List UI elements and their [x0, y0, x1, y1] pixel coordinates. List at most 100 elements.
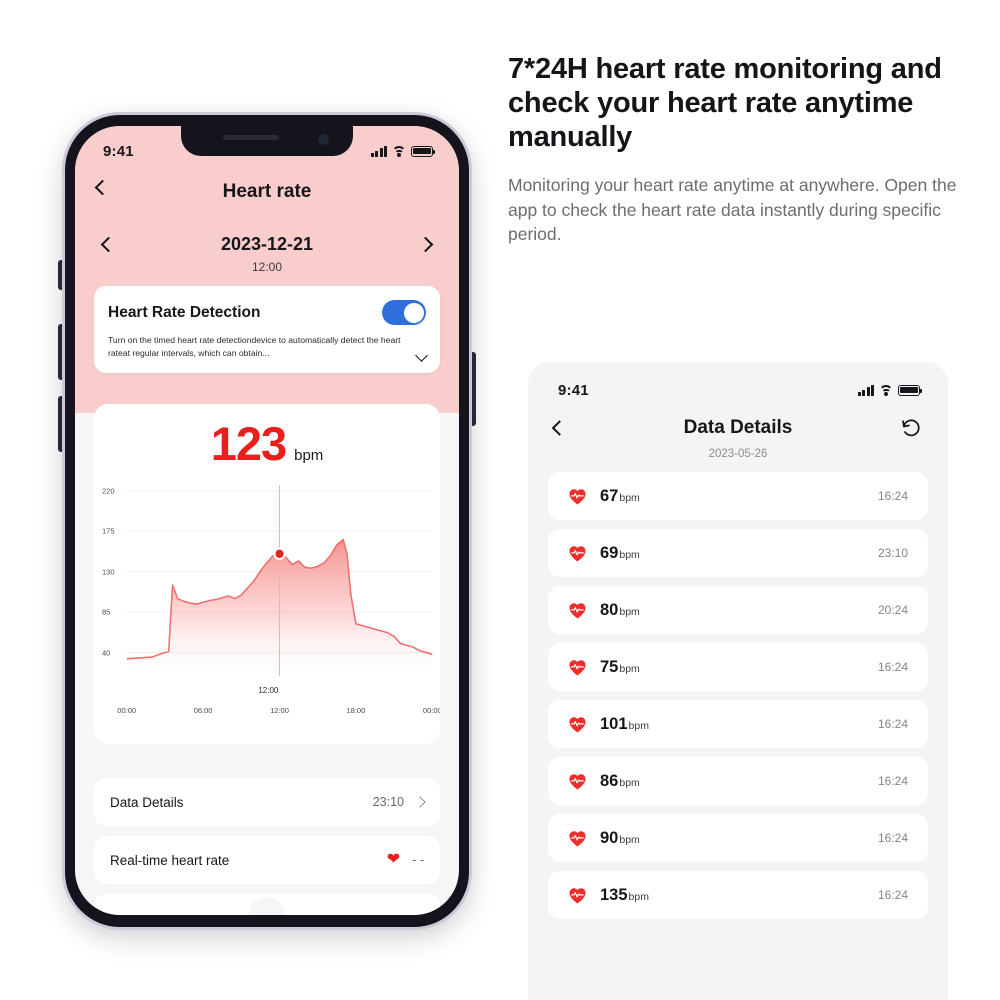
record-left: 75bpm: [568, 658, 640, 677]
chart-y-tick: 40: [102, 648, 111, 658]
record-row[interactable]: 90bpm 16:24: [548, 814, 928, 862]
status-bar-time: 9:41: [103, 142, 134, 160]
chart-x-tick: 00:00: [422, 706, 440, 715]
page-title: Heart rate: [222, 181, 312, 202]
status-bar: 9:41: [528, 362, 948, 406]
chevron-left-icon: [94, 179, 111, 196]
record-time: 16:24: [877, 660, 908, 674]
record-left: 69bpm: [568, 544, 640, 563]
chart-y-tick: 85: [102, 607, 111, 617]
detection-description: Turn on the timed heart rate detectionde…: [108, 334, 428, 362]
detection-toggle[interactable]: [382, 300, 426, 325]
details-title: Data Details: [683, 417, 793, 438]
record-time: 16:24: [877, 489, 908, 503]
back-button[interactable]: [551, 420, 568, 436]
chart-y-tick: 130: [102, 567, 115, 577]
record-left: 67bpm: [568, 487, 640, 506]
chart-marker-time: 12:00: [258, 686, 279, 695]
heart-rate-icon: [569, 602, 586, 618]
cellular-bars-icon: [371, 145, 387, 157]
record-row[interactable]: 69bpm 23:10: [548, 529, 928, 577]
refresh-history-button[interactable]: [900, 417, 922, 439]
chevron-left-icon: [551, 420, 568, 436]
marketing-headline: 7*24H heart rate monitoring and check yo…: [508, 53, 942, 154]
status-bar: 9:41: [75, 126, 459, 168]
data-details-row[interactable]: Data Details 23:10: [94, 778, 440, 826]
chevron-right-icon: [414, 796, 426, 808]
record-left: 80bpm: [568, 601, 640, 620]
heart-rate-icon: [569, 830, 586, 846]
heart-rate-icon: [569, 545, 586, 561]
record-unit: bpm: [628, 719, 649, 732]
volume-down-button[interactable]: [58, 396, 62, 452]
heart-rate-icon: [569, 773, 586, 789]
heart-rate-chart[interactable]: 40 85 130 175 220 00:00 06:00 12:00 18:00 00:00 …: [94, 477, 440, 717]
realtime-heart-rate-row[interactable]: Real-time heart rate ❤ - -: [94, 836, 440, 884]
chart-marker-dot: [273, 547, 286, 561]
wifi-icon: [392, 145, 406, 157]
record-row[interactable]: 86bpm 16:24: [548, 757, 928, 805]
record-bpm: 69bpm: [600, 543, 640, 562]
records-list: 67bpm 16:24 69bpm 23:10 80bpm 20:24 75bpm 16:24…: [528, 472, 948, 919]
phone-screen: 9:41 Heart rate 2023-12-21: [75, 126, 459, 915]
wifi-icon: [879, 384, 893, 396]
record-time: 16:24: [877, 888, 908, 902]
chart-x-tick: 00:00: [117, 706, 137, 715]
record-time: 16:24: [877, 774, 908, 788]
record-bpm: 67bpm: [600, 486, 640, 505]
record-time: 16:24: [877, 717, 908, 731]
phone-mockup: 9:41 Heart rate 2023-12-21: [58, 112, 476, 930]
chart-x-tick: 06:00: [193, 706, 213, 715]
record-left: 90bpm: [568, 829, 640, 848]
record-bpm: 86bpm: [600, 771, 640, 790]
chart-x-tick: 12:00: [270, 706, 289, 715]
record-time: 20:24: [877, 603, 908, 617]
record-unit: bpm: [619, 548, 640, 561]
record-bpm: 90bpm: [600, 828, 640, 847]
record-row[interactable]: 135bpm 16:24: [548, 871, 928, 919]
record-unit: bpm: [619, 833, 640, 846]
heart-rate-icon: [569, 716, 586, 732]
record-row[interactable]: 80bpm 20:24: [548, 586, 928, 634]
record-row[interactable]: 101bpm 16:24: [548, 700, 928, 748]
chevron-down-icon[interactable]: [415, 348, 428, 362]
bpm-value: 123: [210, 417, 287, 470]
heart-rate-icon: [569, 488, 586, 504]
cellular-bars-icon: [858, 384, 874, 396]
record-row[interactable]: 67bpm 16:24: [548, 472, 928, 520]
detection-card-header: Heart Rate Detection: [108, 300, 426, 325]
detection-description-text: Turn on the timed heart rate detectionde…: [108, 335, 401, 359]
silent-switch[interactable]: [58, 260, 62, 290]
heart-rate-icon: [569, 659, 586, 675]
marketing-subcopy: Monitoring your heart rate anytime at an…: [508, 174, 957, 245]
record-bpm: 75bpm: [600, 657, 640, 676]
record-row[interactable]: 75bpm 16:24: [548, 643, 928, 691]
status-bar-icons: [858, 384, 923, 396]
back-button[interactable]: [94, 179, 117, 202]
selected-time: 12:00: [251, 260, 283, 274]
home-indicator-circle: [249, 897, 285, 915]
heart-rate-detection-card: Heart Rate Detection Turn on the timed h…: [94, 286, 440, 373]
next-day-button[interactable]: [417, 236, 434, 252]
heart-icon: ❤: [386, 851, 401, 868]
phone-notch: [181, 126, 353, 156]
record-left: 135bpm: [568, 886, 649, 905]
record-unit: bpm: [628, 890, 649, 903]
status-bar-time: 9:41: [558, 381, 589, 399]
record-left: 101bpm: [568, 715, 649, 734]
power-button[interactable]: [472, 352, 476, 426]
data-details-time: 23:10: [372, 795, 404, 809]
record-left: 86bpm: [568, 772, 640, 791]
record-unit: bpm: [619, 491, 640, 504]
date-navigator: 2023-12-21: [75, 224, 459, 264]
heart-rate-chart-card: 123 bpm: [94, 404, 440, 744]
record-time: 23:10: [877, 546, 908, 560]
bpm-unit: bpm: [294, 447, 324, 464]
record-unit: bpm: [619, 605, 640, 618]
volume-up-button[interactable]: [58, 324, 62, 380]
front-camera: [318, 134, 329, 145]
details-navbar: Data Details: [528, 406, 948, 450]
chart-line: [126, 538, 433, 660]
app-navbar: Heart rate: [75, 170, 459, 214]
